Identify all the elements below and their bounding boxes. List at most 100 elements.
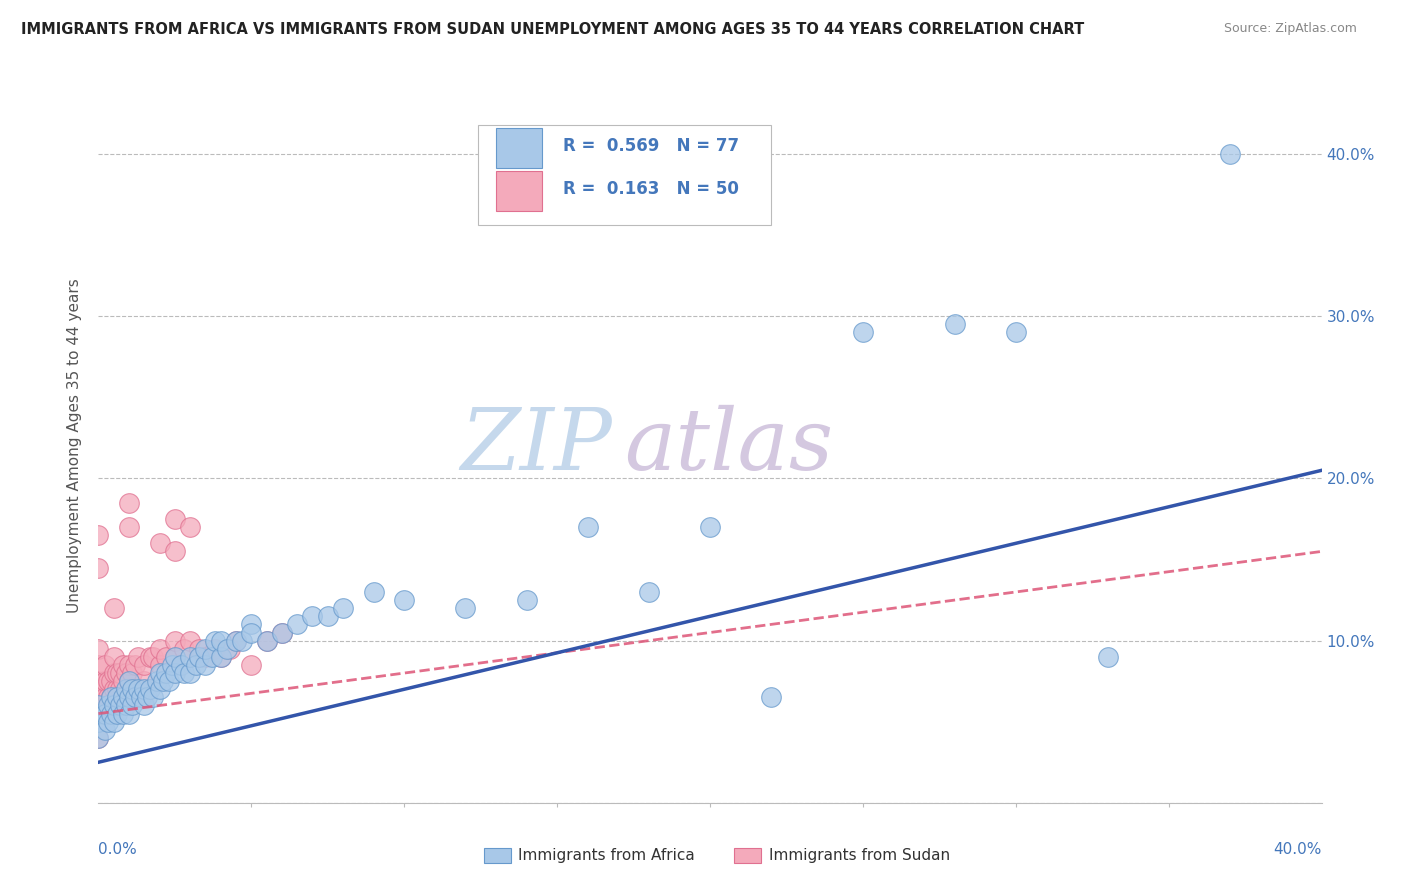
Point — [163, 649, 186, 664]
Point — [637, 585, 661, 599]
Point — [163, 649, 186, 664]
Point — [256, 633, 278, 648]
Point — [225, 633, 247, 648]
Point — [100, 706, 122, 721]
Point — [209, 649, 232, 664]
Point — [93, 690, 115, 705]
Point — [149, 641, 172, 656]
Point — [285, 617, 308, 632]
Point — [105, 682, 128, 697]
Point — [139, 682, 162, 697]
Point — [155, 666, 177, 681]
Point — [136, 690, 159, 705]
Point — [87, 714, 110, 729]
Point — [240, 657, 263, 672]
Point — [363, 585, 385, 599]
Point — [118, 520, 141, 534]
Text: R =  0.163   N = 50: R = 0.163 N = 50 — [564, 180, 740, 198]
Point — [152, 674, 174, 689]
Point — [149, 536, 172, 550]
Point — [759, 690, 782, 705]
Point — [97, 698, 120, 713]
Point — [105, 690, 128, 705]
Point — [103, 714, 125, 729]
Point — [179, 520, 201, 534]
Point — [179, 666, 201, 681]
Point — [115, 698, 138, 713]
Point — [129, 690, 152, 705]
Point — [256, 633, 278, 648]
Bar — [496, 171, 543, 211]
Point — [111, 674, 134, 689]
Point — [173, 666, 195, 681]
Point — [576, 520, 599, 534]
Text: Immigrants from Africa: Immigrants from Africa — [517, 848, 695, 863]
Point — [103, 601, 125, 615]
Point — [108, 682, 131, 697]
Point — [87, 698, 110, 713]
Point — [118, 690, 141, 705]
Point — [163, 666, 186, 681]
Point — [163, 512, 186, 526]
Point — [87, 528, 110, 542]
Point — [118, 706, 141, 721]
Y-axis label: Unemployment Among Ages 35 to 44 years: Unemployment Among Ages 35 to 44 years — [66, 278, 82, 614]
Point — [87, 731, 110, 745]
Point — [118, 674, 141, 689]
Point — [186, 657, 208, 672]
Point — [699, 520, 721, 534]
Point — [115, 682, 138, 697]
Point — [127, 649, 149, 664]
Point — [111, 690, 134, 705]
Point — [87, 641, 110, 656]
Point — [173, 641, 195, 656]
Point — [204, 641, 226, 656]
Text: IMMIGRANTS FROM AFRICA VS IMMIGRANTS FROM SUDAN UNEMPLOYMENT AMONG AGES 35 TO 44: IMMIGRANTS FROM AFRICA VS IMMIGRANTS FRO… — [21, 22, 1084, 37]
FancyBboxPatch shape — [478, 125, 772, 225]
Point — [90, 698, 112, 713]
Point — [188, 649, 211, 664]
Point — [188, 641, 211, 656]
Point — [225, 633, 247, 648]
Point — [209, 633, 232, 648]
Point — [170, 657, 193, 672]
Point — [516, 593, 538, 607]
Point — [97, 674, 120, 689]
Point — [1219, 147, 1241, 161]
Point — [219, 641, 242, 656]
Point — [103, 666, 125, 681]
Point — [943, 318, 966, 332]
Point — [1004, 326, 1026, 340]
Point — [194, 649, 217, 664]
Text: Immigrants from Sudan: Immigrants from Sudan — [769, 848, 950, 863]
Point — [115, 666, 138, 681]
Point — [134, 682, 156, 697]
Point — [118, 674, 141, 689]
Point — [105, 666, 128, 681]
Point — [111, 657, 134, 672]
Point — [118, 496, 141, 510]
Point — [108, 698, 131, 713]
Text: 0.0%: 0.0% — [98, 842, 138, 857]
Point — [87, 706, 110, 721]
Point — [121, 682, 143, 697]
Point — [301, 609, 323, 624]
Point — [87, 690, 110, 705]
Point — [100, 690, 122, 705]
Point — [145, 674, 167, 689]
Point — [87, 674, 110, 689]
Point — [194, 641, 217, 656]
Point — [93, 674, 115, 689]
Point — [149, 682, 172, 697]
Point — [332, 601, 354, 615]
Point — [108, 666, 131, 681]
Point — [134, 657, 156, 672]
Bar — [734, 847, 762, 863]
Point — [204, 633, 226, 648]
Point — [134, 674, 156, 689]
Point — [160, 657, 183, 672]
Point — [231, 633, 253, 648]
Point — [163, 633, 186, 648]
Point — [270, 625, 292, 640]
Point — [240, 625, 263, 640]
